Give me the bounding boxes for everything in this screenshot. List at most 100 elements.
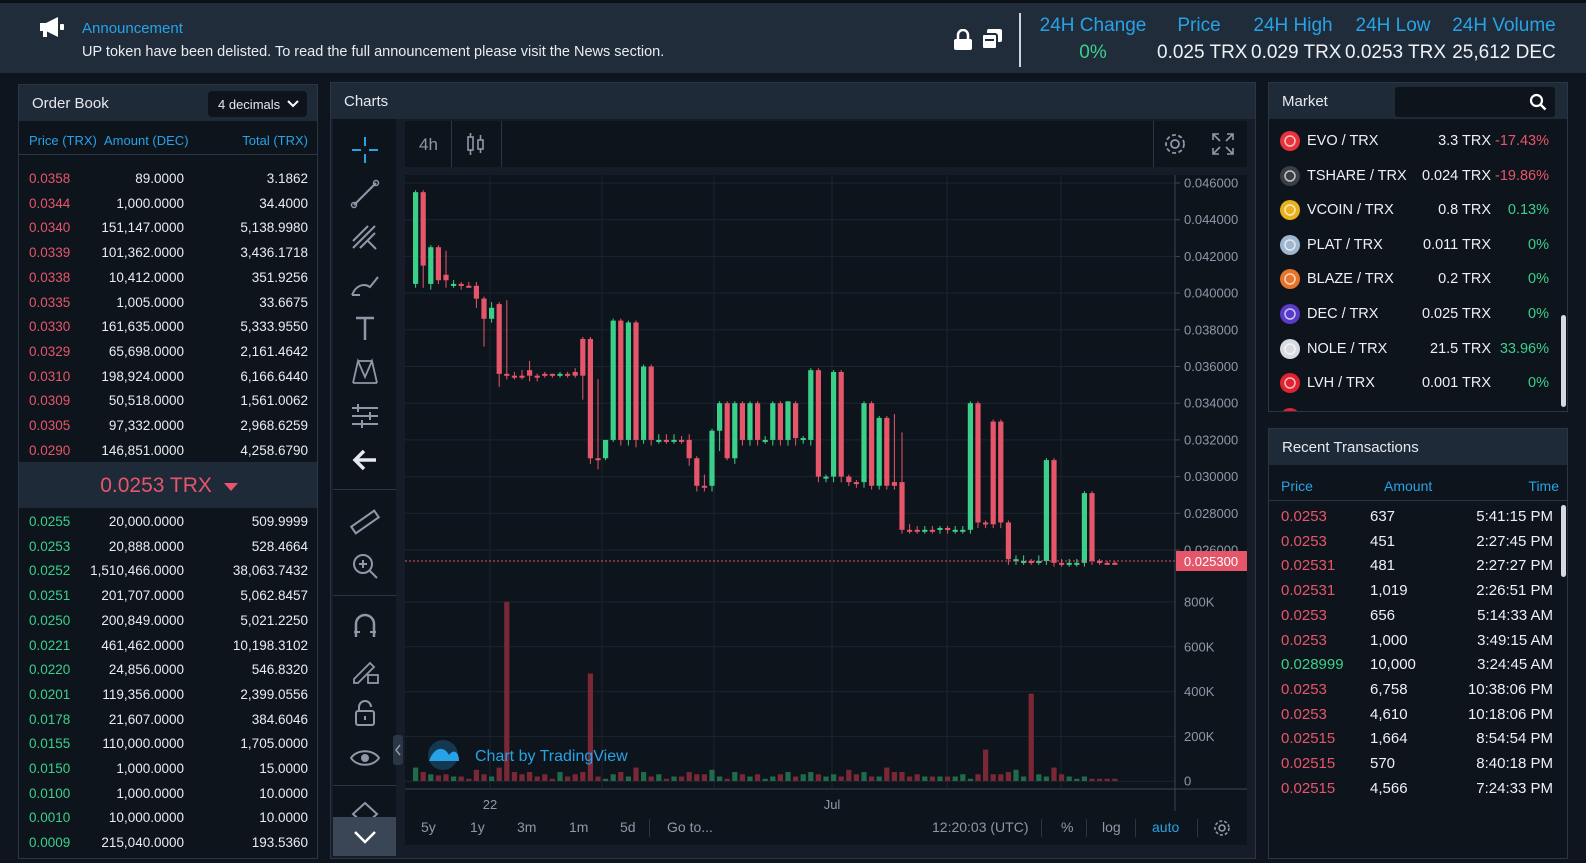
- range-1m[interactable]: 1m: [569, 819, 589, 835]
- bid-row[interactable]: 0.0220 24,856.0000 546.8320: [19, 658, 317, 682]
- volume-bar: [1089, 778, 1095, 781]
- percent-toggle[interactable]: %: [1061, 819, 1074, 835]
- candle-body: [511, 375, 517, 378]
- eye-icon[interactable]: [348, 741, 382, 775]
- ask-row[interactable]: 0.0335 1,005.0000 33.6675: [19, 291, 317, 315]
- market-row[interactable]: PLAT / TRX 0.011 TRX 0%: [1269, 229, 1567, 263]
- ask-row[interactable]: 0.0310 198,924.0000 6,166.6440: [19, 365, 317, 389]
- bid-row[interactable]: 0.0201 119,356.0000 2,399.0556: [19, 683, 317, 707]
- ask-row[interactable]: 0.0305 97,332.0000 2,968.6259: [19, 414, 317, 438]
- prediction-tool-icon[interactable]: [348, 399, 382, 433]
- volume-bar: [762, 778, 768, 781]
- market-row[interactable]: VCOIN / TRX 0.8 TRX 0.13%: [1269, 194, 1567, 228]
- bid-row[interactable]: 0.0252 1,510,466.0000 38,063.7432: [19, 559, 317, 583]
- search-icon[interactable]: [1529, 93, 1547, 111]
- bid-row[interactable]: 0.0250 200,849.0000 5,021.2250: [19, 609, 317, 633]
- recent-scrollbar[interactable]: [1561, 505, 1566, 577]
- pair-name: EVO / TRX: [1307, 133, 1379, 149]
- ask-row[interactable]: 0.0344 1,000.0000 34.4000: [19, 192, 317, 216]
- volume-bar: [549, 778, 555, 781]
- bid-row[interactable]: 0.0150 1,000.0000 15.0000: [19, 757, 317, 781]
- bid-row[interactable]: 0.0010 10,000.0000 10.0000: [19, 806, 317, 830]
- crosshair-icon[interactable]: [348, 133, 382, 167]
- announcement-text: UP token have been delisted. To read the…: [82, 44, 665, 60]
- range-5d[interactable]: 5d: [620, 819, 636, 835]
- order-price: 0.0344: [29, 195, 71, 211]
- chart-settings-icon[interactable]: [1213, 819, 1231, 837]
- magnet-icon[interactable]: [348, 609, 382, 643]
- bid-row[interactable]: 0.0253 20,888.0000 528.4664: [19, 535, 317, 559]
- volume-bar: [610, 774, 616, 781]
- arrow-left-icon[interactable]: [348, 443, 382, 477]
- goto-button[interactable]: Go to...: [667, 819, 713, 835]
- market-row[interactable]: BLAZE / TRX 0.2 TRX 0%: [1269, 263, 1567, 297]
- volume-bar: [527, 772, 533, 781]
- bid-row[interactable]: 0.0009 215,040.0000 193.5360: [19, 831, 317, 855]
- bid-row[interactable]: 0.0100 1,000.0000 10.0000: [19, 782, 317, 806]
- wallet-icon[interactable]: [981, 28, 1003, 50]
- unlock-icon[interactable]: [348, 697, 382, 731]
- range-3m[interactable]: 3m: [517, 819, 537, 835]
- ask-row[interactable]: 0.0330 161,635.0000 5,333.9550: [19, 315, 317, 339]
- bid-row[interactable]: 0.0178 21,607.0000 384.6046: [19, 708, 317, 732]
- bid-row[interactable]: 0.0155 110,000.0000 1,705.0000: [19, 732, 317, 756]
- x-tick-jul: Jul: [824, 797, 841, 812]
- ask-row[interactable]: 0.0339 101,362.0000 3,436.1718: [19, 241, 317, 265]
- dec-icon: [1280, 304, 1300, 324]
- volume-bar: [686, 772, 692, 781]
- bid-row[interactable]: 0.0251 201,707.0000 5,062.8457: [19, 584, 317, 608]
- decimals-select[interactable]: 4 decimals: [208, 91, 307, 117]
- tx-time: 10:18:06 PM: [1467, 705, 1553, 723]
- tx-time: 8:40:18 PM: [1476, 755, 1553, 772]
- volume-bar: [998, 774, 1004, 781]
- market-scrollbar[interactable]: [1561, 315, 1566, 407]
- fullscreen-icon[interactable]: [1211, 132, 1235, 156]
- trend-line-icon[interactable]: [348, 177, 382, 211]
- order-price: 0.0220: [29, 662, 71, 678]
- market-row[interactable]: TRUC / TRX 0 TRX 0%: [1269, 402, 1567, 411]
- market-row[interactable]: EVO / TRX 3.3 TRX -17.43%: [1269, 125, 1567, 159]
- ask-row[interactable]: 0.0338 10,412.0000 351.9256: [19, 266, 317, 290]
- ask-row[interactable]: 0.0329 65,698.0000 2,161.4642: [19, 340, 317, 364]
- market-search-input[interactable]: [1395, 87, 1555, 117]
- bid-row[interactable]: 0.0221 461,462.0000 10,198.3102: [19, 634, 317, 658]
- lock-icon[interactable]: [953, 29, 973, 51]
- brush-icon[interactable]: [348, 267, 382, 301]
- announcement-title[interactable]: Announcement: [82, 20, 183, 37]
- text-tool-icon[interactable]: [348, 311, 382, 345]
- ask-row[interactable]: 0.0309 50,518.0000 1,561.0062: [19, 389, 317, 413]
- toolbar-collapse-handle[interactable]: [393, 735, 403, 765]
- toolbar-expand-button[interactable]: [333, 817, 396, 856]
- market-row[interactable]: TSHARE / TRX 0.024 TRX -19.86%: [1269, 160, 1567, 194]
- ask-row[interactable]: 0.0340 151,147.0000 5,138.9980: [19, 216, 317, 240]
- auto-toggle[interactable]: auto: [1152, 819, 1180, 835]
- interval-button[interactable]: 4h: [419, 135, 438, 154]
- volume-bar: [519, 774, 525, 781]
- candle-body: [755, 403, 761, 440]
- settings-gear-icon[interactable]: [1162, 131, 1188, 157]
- fib-tool-icon[interactable]: [348, 221, 382, 255]
- lock-drawing-icon[interactable]: [348, 653, 382, 687]
- zoom-in-icon[interactable]: [348, 549, 382, 583]
- order-amount: 50,518.0000: [108, 393, 184, 409]
- range-5y[interactable]: 5y: [421, 819, 436, 835]
- volume-bar: [648, 776, 654, 781]
- range-1y[interactable]: 1y: [470, 819, 485, 835]
- candle-style-icon[interactable]: [465, 131, 487, 157]
- market-row[interactable]: NOLE / TRX 21.5 TRX 33.96%: [1269, 333, 1567, 367]
- volume-bar: [1013, 769, 1019, 781]
- candle-body: [565, 373, 571, 376]
- ruler-icon[interactable]: [348, 505, 382, 539]
- ask-row[interactable]: 0.0358 89.0000 3.1862: [19, 167, 317, 191]
- plat-icon: [1280, 234, 1300, 255]
- bid-row[interactable]: 0.0255 20,000.0000 509.9999: [19, 510, 317, 534]
- price-chart[interactable]: 0.046000 0.044000 0.042000 0.040000 0.038000…: [405, 175, 1247, 823]
- market-row[interactable]: LVH / TRX 0.001 TRX 0%: [1269, 367, 1567, 401]
- ask-row[interactable]: 0.0290 146,851.0000 4,258.6790: [19, 439, 317, 463]
- market-row[interactable]: DEC / TRX 0.025 TRX 0%: [1269, 298, 1567, 332]
- pattern-tool-icon[interactable]: [348, 355, 382, 389]
- volume-bar: [641, 772, 647, 781]
- log-toggle[interactable]: log: [1102, 819, 1121, 835]
- order-price: 0.0252: [29, 563, 71, 579]
- volume-bar: [542, 774, 548, 781]
